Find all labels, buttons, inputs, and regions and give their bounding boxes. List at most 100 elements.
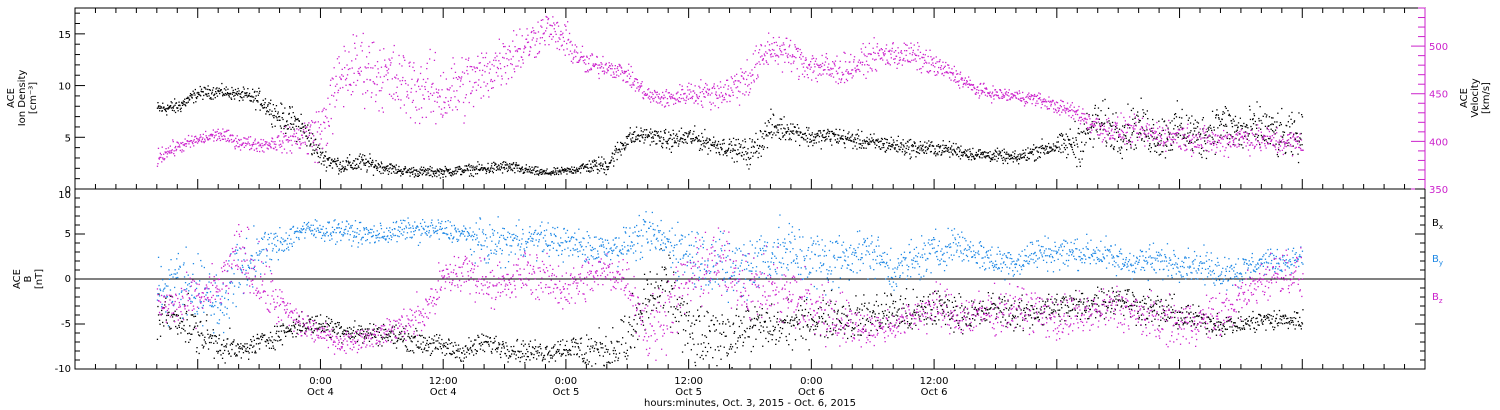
data-point bbox=[426, 172, 428, 174]
data-point bbox=[1169, 131, 1171, 134]
data-point bbox=[591, 160, 594, 162]
data-point bbox=[1128, 124, 1130, 126]
data-point bbox=[924, 146, 926, 149]
data-point bbox=[417, 79, 419, 81]
data-point bbox=[799, 48, 801, 51]
data-point bbox=[1039, 97, 1041, 99]
data-point bbox=[468, 101, 470, 104]
data-point bbox=[1120, 146, 1122, 148]
data-point bbox=[962, 83, 965, 86]
data-point bbox=[786, 37, 788, 39]
data-point bbox=[723, 138, 725, 141]
data-point bbox=[158, 107, 160, 109]
data-point bbox=[1067, 110, 1070, 113]
data-point bbox=[288, 136, 290, 138]
data-point bbox=[461, 71, 464, 73]
data-point bbox=[446, 88, 448, 90]
data-point bbox=[566, 48, 568, 50]
data-point bbox=[669, 96, 671, 98]
data-point bbox=[264, 141, 266, 143]
data-point bbox=[1090, 132, 1092, 134]
data-point bbox=[817, 64, 819, 66]
data-point bbox=[849, 139, 851, 141]
data-point bbox=[1211, 131, 1213, 134]
data-point bbox=[1244, 125, 1246, 128]
data-point bbox=[664, 105, 667, 107]
data-point bbox=[303, 132, 305, 134]
data-point bbox=[748, 83, 750, 86]
data-point bbox=[1234, 145, 1236, 147]
data-point bbox=[1191, 148, 1193, 150]
data-point bbox=[268, 102, 270, 104]
data-point bbox=[568, 168, 570, 170]
data-point bbox=[393, 165, 396, 167]
data-point bbox=[907, 148, 910, 150]
data-point bbox=[1240, 125, 1242, 127]
data-point bbox=[187, 96, 189, 98]
data-point bbox=[643, 91, 645, 93]
data-point bbox=[274, 125, 276, 127]
data-point bbox=[1083, 118, 1085, 120]
data-point bbox=[820, 64, 822, 66]
data-point bbox=[1020, 97, 1022, 99]
data-point bbox=[347, 89, 349, 91]
data-point bbox=[1104, 129, 1106, 131]
data-point bbox=[206, 93, 208, 95]
data-point bbox=[187, 101, 189, 103]
data-point bbox=[592, 63, 594, 65]
data-point bbox=[1078, 105, 1080, 108]
data-point bbox=[1180, 147, 1182, 149]
data-point bbox=[351, 67, 353, 69]
data-point bbox=[267, 144, 269, 146]
data-point bbox=[860, 48, 862, 50]
data-point bbox=[486, 170, 488, 173]
data-point bbox=[1207, 135, 1209, 137]
data-point bbox=[709, 150, 712, 152]
data-point bbox=[1069, 139, 1071, 141]
data-point bbox=[809, 138, 811, 140]
data-point bbox=[189, 95, 191, 97]
data-point bbox=[915, 156, 917, 158]
data-point bbox=[345, 161, 348, 163]
data-point bbox=[462, 83, 464, 86]
data-point bbox=[313, 135, 315, 137]
data-point bbox=[557, 173, 560, 176]
data-point bbox=[1213, 129, 1215, 131]
data-point bbox=[787, 130, 789, 133]
data-point bbox=[832, 61, 834, 63]
data-point bbox=[940, 65, 943, 67]
data-point bbox=[346, 169, 348, 171]
data-point bbox=[697, 139, 699, 142]
data-point bbox=[803, 62, 805, 65]
data-point bbox=[1040, 99, 1042, 101]
data-point bbox=[175, 148, 178, 151]
data-point bbox=[1136, 132, 1138, 134]
data-point bbox=[646, 136, 649, 139]
data-point bbox=[599, 165, 602, 167]
data-point bbox=[834, 133, 836, 136]
data-point bbox=[1238, 138, 1241, 140]
data-point bbox=[1153, 136, 1156, 138]
data-point bbox=[1218, 141, 1220, 144]
data-point bbox=[355, 84, 357, 86]
data-point bbox=[243, 137, 245, 139]
data-point bbox=[386, 165, 388, 167]
data-point bbox=[1060, 132, 1063, 135]
data-point bbox=[238, 146, 240, 148]
data-point bbox=[1113, 148, 1115, 151]
data-point bbox=[969, 84, 971, 86]
data-point bbox=[212, 134, 214, 136]
data-point bbox=[1298, 141, 1300, 143]
data-point bbox=[870, 53, 872, 55]
data-point bbox=[698, 139, 700, 141]
data-point bbox=[856, 148, 858, 150]
data-point bbox=[208, 89, 211, 91]
data-point bbox=[219, 132, 221, 134]
data-point bbox=[821, 134, 824, 136]
data-point bbox=[182, 141, 184, 144]
data-point bbox=[970, 154, 972, 156]
data-point bbox=[186, 97, 189, 99]
data-point bbox=[477, 84, 479, 86]
data-point bbox=[1215, 151, 1217, 154]
data-point bbox=[548, 35, 551, 38]
